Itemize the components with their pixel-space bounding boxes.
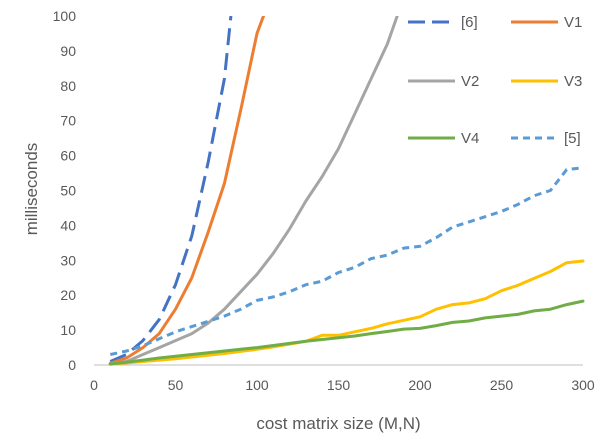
y-axis-title: milliseconds <box>22 143 41 236</box>
legend-label: [5] <box>564 130 581 147</box>
x-axis-title: cost matrix size (M,N) <box>256 414 420 433</box>
x-tick-label: 0 <box>90 377 98 393</box>
legend-item: [5] <box>511 130 581 147</box>
y-tick-label: 10 <box>60 322 76 338</box>
x-tick-label: 50 <box>168 377 184 393</box>
plot-area: 0 50 100 150 200 250 300 0 10 20 30 40 50 60 70 80 90 10… <box>53 8 595 393</box>
y-tick-label: 30 <box>60 252 76 268</box>
y-tick-label: 60 <box>60 148 76 164</box>
y-tick-label: 50 <box>60 183 76 199</box>
legend-label: V4 <box>461 130 479 147</box>
legend-label: V2 <box>461 73 479 90</box>
series-line <box>108 16 399 366</box>
y-tick-labels: 0 10 20 30 40 50 60 70 80 90 100 <box>53 8 77 373</box>
legend-item: V1 <box>511 14 582 31</box>
legend-label: V1 <box>564 14 582 31</box>
y-tick-label: 100 <box>53 8 77 24</box>
y-tick-label: 0 <box>68 357 76 373</box>
y-tick-label: 80 <box>60 78 76 94</box>
legend-item: [6] <box>408 14 478 31</box>
x-tick-label: 250 <box>490 377 514 393</box>
x-tick-label: 300 <box>571 377 595 393</box>
legend: [6] V1 V2 V3 V4 [5] <box>408 14 582 147</box>
legend-label: V3 <box>564 73 582 90</box>
y-tick-label: 40 <box>60 217 76 233</box>
series-line <box>109 166 584 356</box>
legend-item: V4 <box>408 130 479 147</box>
series-line <box>109 16 233 363</box>
x-tick-label: 200 <box>408 377 432 393</box>
x-tick-label: 100 <box>245 377 269 393</box>
legend-label: [6] <box>461 14 478 31</box>
legend-item: V2 <box>408 73 479 90</box>
series-line <box>108 259 585 366</box>
y-tick-label: 90 <box>60 43 76 59</box>
y-tick-label: 70 <box>60 113 76 129</box>
y-tick-label: 20 <box>60 287 76 303</box>
series-line <box>108 16 265 365</box>
x-tick-label: 150 <box>327 377 351 393</box>
series-lines <box>108 16 585 366</box>
x-tick-labels: 0 50 100 150 200 250 300 <box>90 377 595 393</box>
series-line <box>108 299 585 366</box>
legend-item: V3 <box>511 73 582 90</box>
